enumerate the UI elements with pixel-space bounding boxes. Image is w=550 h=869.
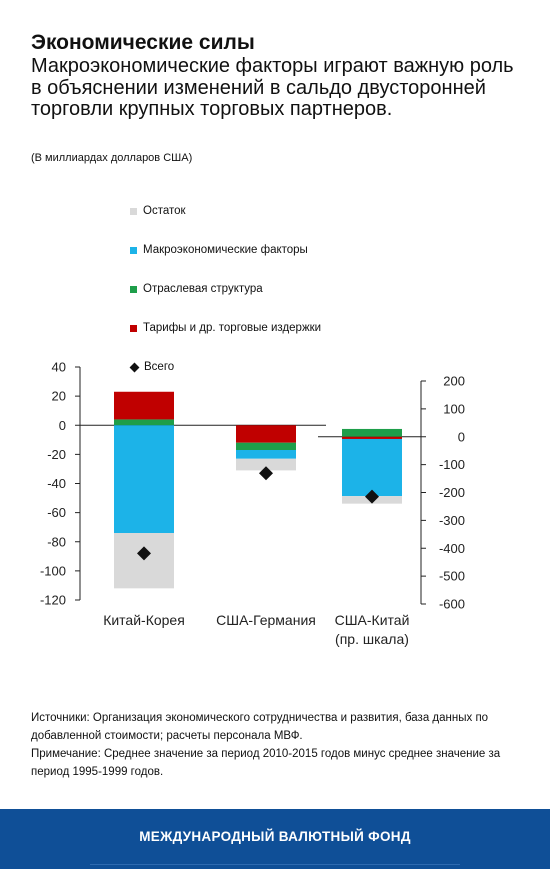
- bar-segment: [342, 438, 402, 497]
- right-tick-label: -500: [439, 569, 465, 584]
- bar-segment: [236, 442, 296, 451]
- chart-bars: [114, 391, 402, 589]
- bar-segment: [236, 458, 296, 471]
- left-tick-label: 40: [52, 360, 66, 375]
- legend-item-total: Всего: [129, 361, 175, 373]
- category-label: Китай-Корея: [103, 612, 185, 628]
- left-tick-label: 0: [59, 418, 66, 433]
- left-tick-label: -40: [47, 476, 66, 491]
- chart-axes: 40200-20-40-60-80-100-1202001000-100-200…: [40, 360, 465, 612]
- bar-segment: [342, 428, 402, 437]
- legend-swatch-sector: [130, 285, 137, 293]
- left-tick-label: -80: [47, 534, 66, 549]
- bar-segment: [114, 419, 174, 426]
- left-tick-label: -20: [47, 447, 66, 462]
- legend-label-residual: Остаток: [143, 205, 186, 217]
- chart-title: Экономические силы: [31, 31, 255, 54]
- legend-label-sector: Отраслевая структура: [143, 283, 263, 295]
- right-tick-label: 200: [443, 374, 465, 389]
- bar-segment: [114, 533, 174, 589]
- right-tick-label: -600: [439, 597, 465, 612]
- bar-segment: [114, 391, 174, 420]
- legend-swatch-macro: [130, 246, 137, 254]
- right-tick-label: 100: [443, 401, 465, 416]
- left-tick-label: 20: [52, 389, 66, 404]
- units-note: (В миллиардах долларов США): [31, 152, 193, 164]
- brand-name: МЕЖДУНАРОДНЫЙ ВАЛЮТНЫЙ ФОНД: [90, 809, 460, 865]
- left-tick-label: -60: [47, 505, 66, 520]
- left-tick-label: -120: [40, 593, 66, 608]
- legend-swatch-tariffs: [130, 324, 137, 332]
- legend-label-tariffs: Тарифы и др. торговые издержки: [143, 322, 322, 334]
- left-tick-label: -100: [40, 563, 66, 578]
- legend-label-total: Всего: [144, 361, 175, 373]
- bar-chart: 40200-20-40-60-80-100-1202001000-100-200…: [40, 360, 465, 648]
- footer-notes: Источники: Организация экономического со…: [31, 709, 526, 781]
- right-tick-label: -300: [439, 513, 465, 528]
- category-label: (пр. шкала): [335, 631, 409, 647]
- bar-segment: [236, 425, 296, 443]
- remark-note: Примечание: Среднее значение за период 2…: [31, 748, 501, 778]
- legend-item-tariffs: Тарифы и др. торговые издержки: [130, 322, 321, 334]
- legend-label-macro: Макроэкономические факторы: [143, 244, 308, 256]
- chart-subtitle: Макроэкономические факторы играют важную…: [31, 55, 514, 120]
- right-tick-label: -200: [439, 485, 465, 500]
- total-marker: [365, 489, 379, 504]
- brand-banner: МЕЖДУНАРОДНЫЙ ВАЛЮТНЫЙ ФОНД: [0, 809, 550, 869]
- bar-segment: [114, 425, 174, 534]
- bar-segment: [342, 436, 402, 439]
- legend-item-macro: Макроэкономические факторы: [130, 244, 308, 256]
- total-marker: [259, 466, 273, 481]
- bar-segment: [236, 450, 296, 459]
- category-label: США-Китай: [335, 612, 410, 628]
- sources-note: Источники: Организация экономического со…: [31, 712, 489, 742]
- total-marker: [137, 546, 151, 561]
- right-tick-label: -400: [439, 541, 465, 556]
- chart-markers: [137, 466, 379, 561]
- chart-labels: Китай-Корея США-Германия США-Китай (пр. шка…: [103, 612, 409, 647]
- legend-swatch-residual: [130, 207, 137, 215]
- legend-item-residual: Остаток: [130, 205, 186, 217]
- legend-item-sector: Отраслевая структура: [130, 283, 263, 295]
- right-tick-label: -100: [439, 457, 465, 472]
- category-label: США-Германия: [216, 612, 316, 628]
- right-tick-label: 0: [458, 429, 465, 444]
